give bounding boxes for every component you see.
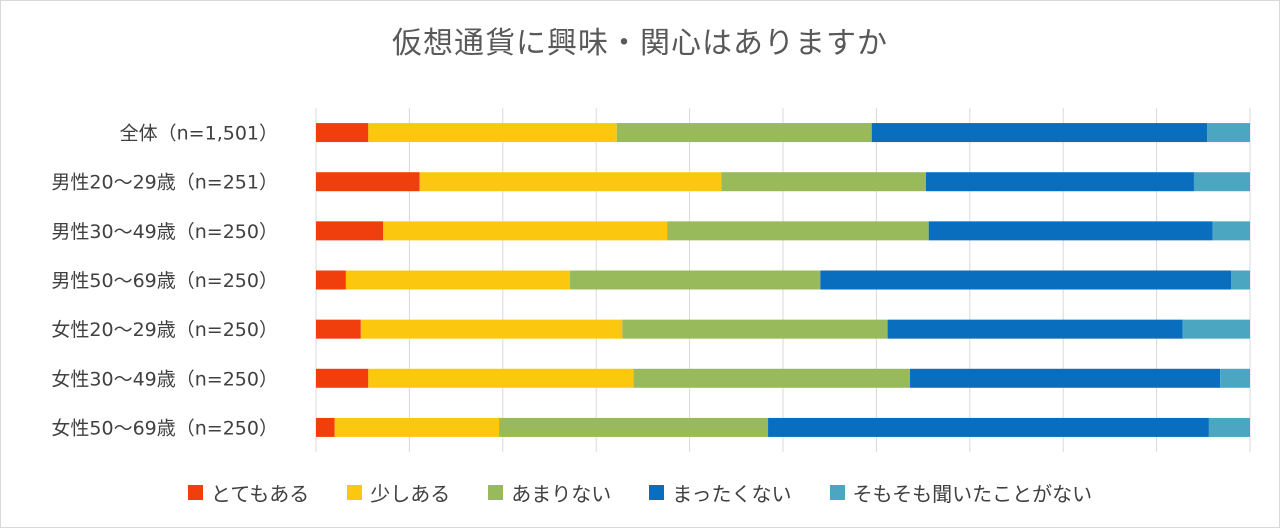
legend-label: あまりない (511, 482, 612, 506)
bar-segment (1208, 417, 1250, 437)
bar-segment (316, 368, 369, 388)
bar-segment (316, 221, 384, 241)
bar-segment (345, 270, 571, 290)
category-label: 女性20～29歳（n=250） (51, 319, 278, 341)
bar-segment (1220, 368, 1250, 388)
category-label: 男性30～49歳（n=250） (51, 221, 278, 243)
legend-swatch (488, 485, 504, 500)
legend-item: そもそも聞いたことがない (829, 478, 1093, 507)
legend-item: とてもある (187, 478, 310, 507)
bar-segment (622, 319, 888, 339)
bar-segment (1207, 123, 1250, 143)
bar-segment (316, 123, 369, 143)
bar-segment (1212, 221, 1250, 241)
bar-segment (633, 368, 911, 388)
bar-segment (871, 123, 1208, 143)
bar-segment (334, 417, 500, 437)
chart-title: 仮想通貨に興味・関心はありますか (392, 26, 888, 61)
bar-segment (910, 368, 1221, 388)
legend-swatch (347, 485, 363, 500)
chart-legend: とてもある 少しある あまりない まったくない そもそも聞いたことがない (0, 478, 1280, 507)
bar-segment (721, 172, 926, 192)
legend-swatch (187, 485, 203, 500)
bar-segment (667, 221, 929, 241)
legend-label: まったくない (672, 482, 792, 506)
category-label: 女性50～69歳（n=250） (51, 417, 278, 439)
bar-segment (570, 270, 821, 290)
legend-item: あまりない (488, 478, 611, 507)
bar-segment (383, 221, 668, 241)
bar-segment (1231, 270, 1250, 290)
bar-segment (368, 123, 617, 143)
bar-segment (316, 417, 335, 437)
category-label: 男性50～69歳（n=250） (51, 270, 278, 292)
legend-label: とてもある (210, 482, 310, 506)
legend-swatch (829, 485, 845, 500)
bar-segment (316, 319, 361, 339)
legend-item: 少しある (347, 478, 450, 507)
bar-segment (925, 172, 1194, 192)
bar-segment (887, 319, 1183, 339)
category-label: 男性20～29歳（n=251） (51, 172, 278, 194)
bar-segment (1193, 172, 1250, 192)
bar-segment (316, 172, 420, 192)
bar-segment (316, 270, 346, 290)
bar-segment (368, 368, 634, 388)
category-label: 全体（n=1,501） (120, 123, 278, 145)
bar-segment (820, 270, 1232, 290)
legend-label: 少しある (370, 482, 451, 506)
legend-label: そもそも聞いたことがない (852, 482, 1093, 506)
category-label: 女性30～49歳（n=250） (51, 368, 278, 390)
bar-segment (419, 172, 722, 192)
bar-segment (928, 221, 1213, 241)
legend-swatch (649, 485, 665, 500)
bar-segment (499, 417, 769, 437)
bar-segment (360, 319, 623, 339)
bar-segment (616, 123, 872, 143)
bar-segment (1182, 319, 1250, 339)
bar-segment (768, 417, 1209, 437)
legend-item: まったくない (649, 478, 792, 507)
